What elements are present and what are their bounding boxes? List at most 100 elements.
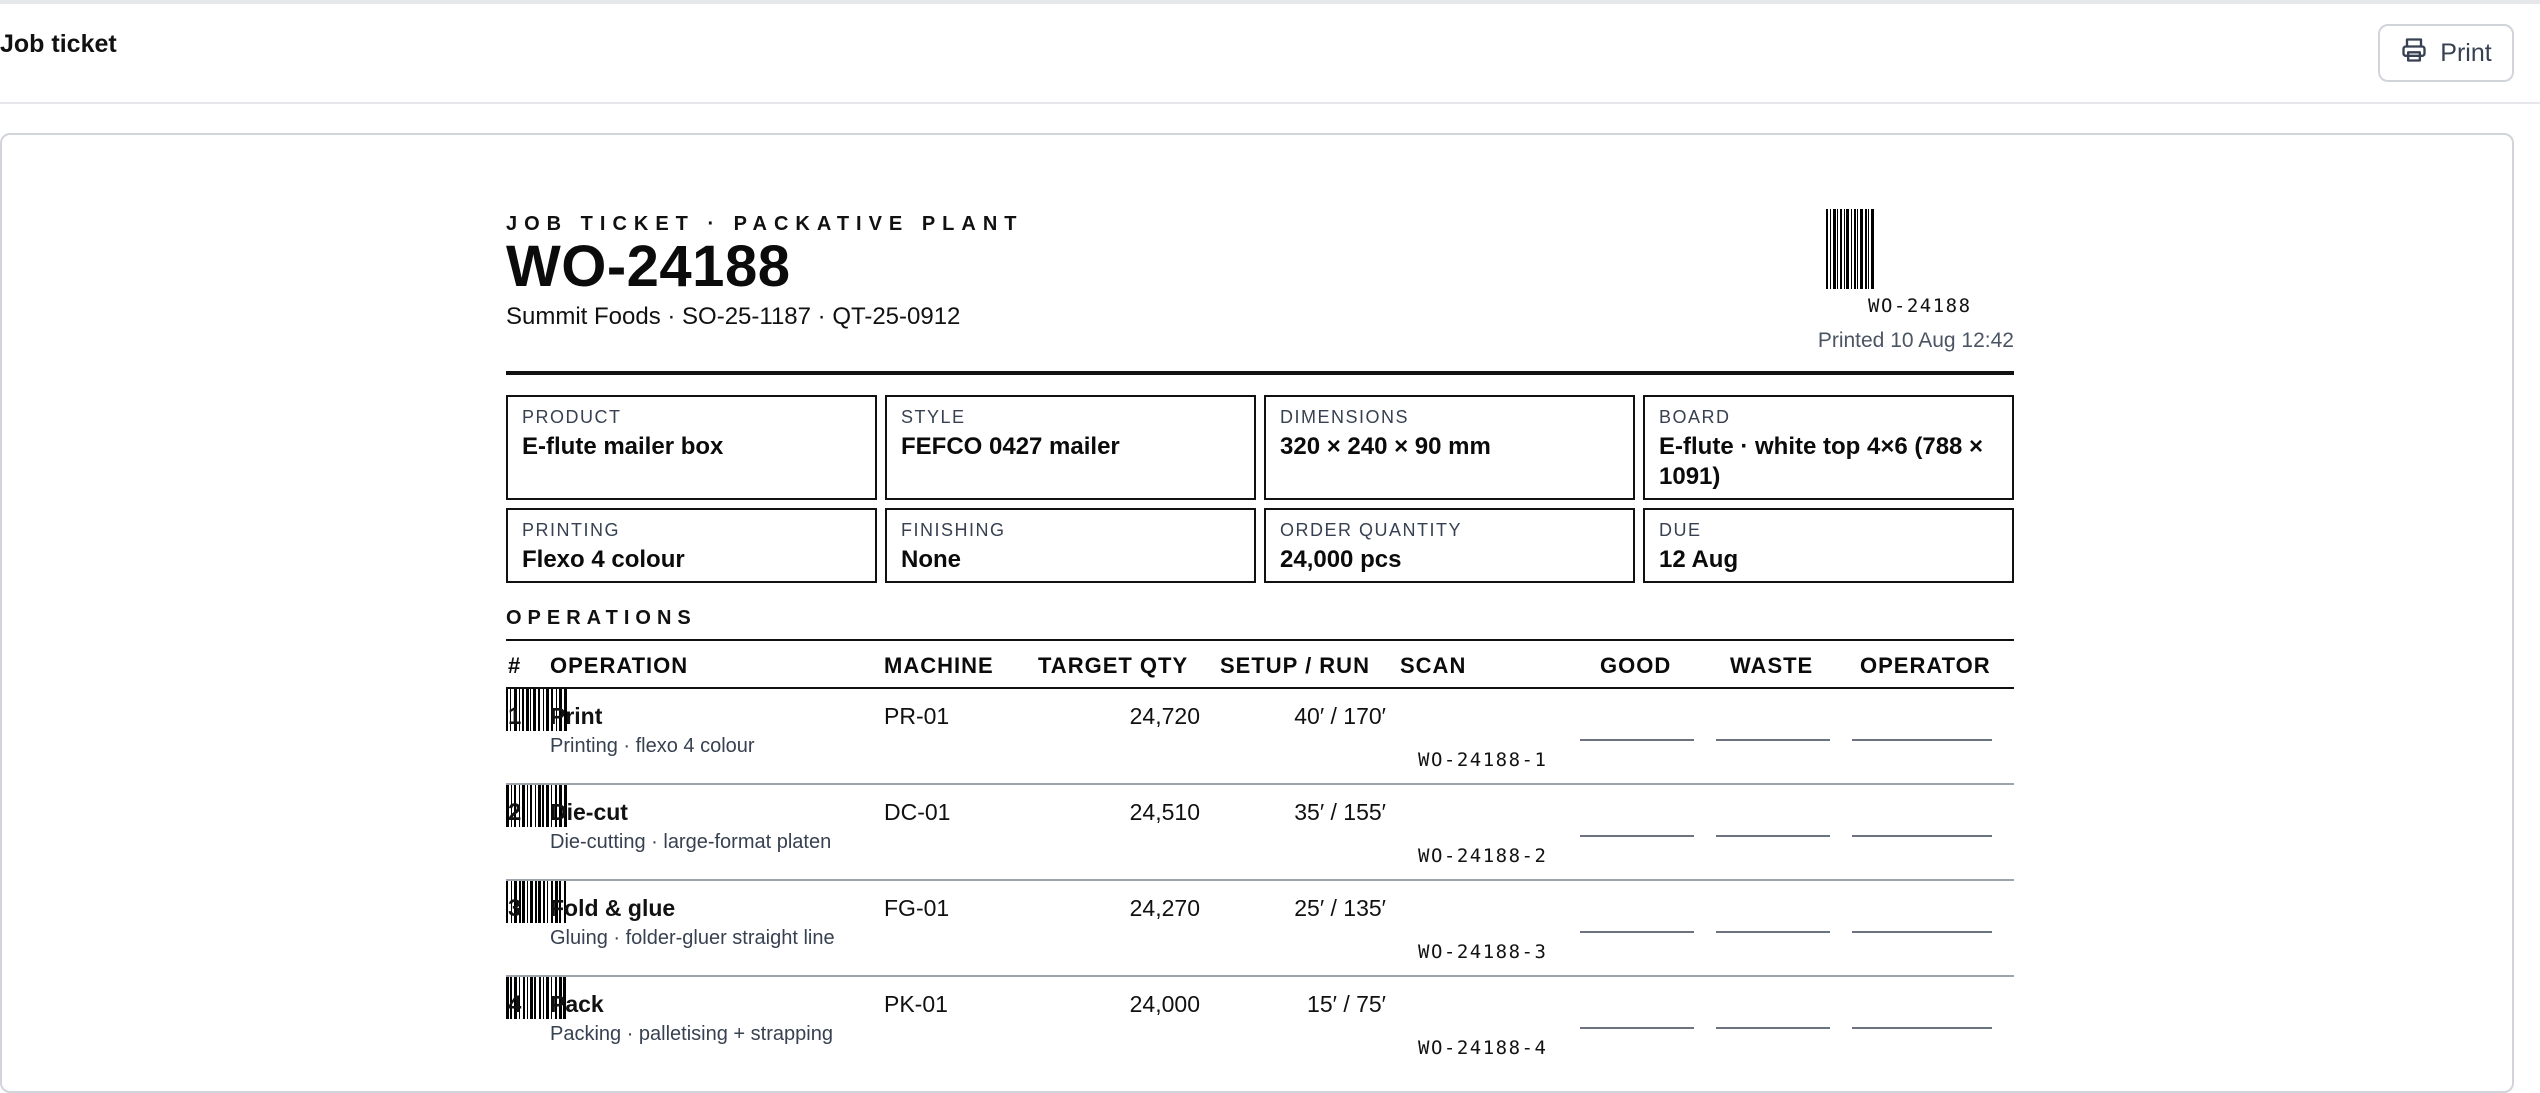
spec-label: PRINTING [522,520,621,540]
spec-value: E-flute · white top 4×6 (788 × 1091) [1659,433,1984,490]
order-references: Summit Foods · SO-25-1187 · QT-25-0912 [506,303,961,330]
operation-barcode [506,689,567,731]
column-header-num: # [508,653,522,678]
operation-barcode-label: WO-24188-3 [1418,941,1548,963]
column-header-setup-run: SETUP / RUN [1220,653,1370,678]
operation-setup-run: 40′ / 170′ [1294,703,1386,729]
spec-label: STYLE [901,407,966,427]
operations-title: OPERATIONS [506,607,697,629]
barcode-label: WO-24188 [1868,295,1972,317]
spec-label: BOARD [1659,407,1731,427]
operation-number: 2 [508,799,522,826]
header-divider [506,371,2014,375]
operation-target-qty: 24,510 [1129,799,1200,825]
operations-top-rule [506,639,2014,641]
column-header-machine: MACHINE [884,653,994,678]
table-row: 2 Die-cut Die-cutting · large-format pla… [506,785,2014,881]
table-row: 1 Print Printing · flexo 4 colour PR-01 … [506,689,2014,785]
spec-due: DUE 12 Aug [1643,508,2014,583]
spec-value: 12 Aug [1659,546,1739,573]
job-ticket-sheet: JOB TICKET · PACKATIVE PLANT WO-24188 Su… [0,133,2514,1093]
operation-target-qty: 24,270 [1129,895,1200,921]
print-button-label: Print [2440,38,2492,67]
operation-description: Gluing · folder-gluer straight line [550,927,835,949]
operator-blank [1852,931,1992,933]
operation-name: Die-cut [550,799,628,825]
ticket-kicker: JOB TICKET · PACKATIVE PLANT [506,213,1024,235]
operation-number: 4 [508,991,522,1018]
spec-value: 320 × 240 × 90 mm [1280,433,1491,460]
operator-blank [1852,1027,1992,1029]
printed-timestamp: Printed 10 Aug 12:42 [1817,329,2014,352]
table-row: 4 Pack Packing · palletising + strapping… [506,977,2014,1073]
operation-description: Die-cutting · large-format platen [550,831,832,853]
operator-blank [1852,835,1992,837]
operation-machine: PR-01 [884,703,950,729]
operation-description: Packing · palletising + strapping [550,1023,833,1045]
spec-label: FINISHING [901,520,1006,540]
operations-header-rule [506,687,2014,689]
operation-machine: FG-01 [884,895,950,921]
operation-barcode-label: WO-24188-2 [1418,845,1548,867]
spec-grid: PRODUCT E-flute mailer box STYLE FEFCO 0… [506,395,2014,583]
spec-value: Flexo 4 colour [522,546,685,573]
print-button[interactable]: Print [2378,24,2514,82]
operation-name: Print [550,703,603,729]
good-qty-blank [1580,835,1694,837]
operation-barcode [506,785,567,827]
spec-label: ORDER QUANTITY [1280,520,1463,540]
operation-setup-run: 25′ / 135′ [1294,895,1386,921]
operation-machine: DC-01 [884,799,951,825]
work-order-barcode [1826,209,1874,289]
spec-label: PRODUCT [522,407,622,427]
page-title: Job ticket [0,30,117,58]
spec-order-quantity: ORDER QUANTITY 24,000 pcs [1264,508,1635,583]
waste-qty-blank [1716,1027,1830,1029]
waste-qty-blank [1716,739,1830,741]
spec-label: DUE [1659,520,1702,540]
good-qty-blank [1580,931,1694,933]
operation-target-qty: 24,000 [1129,991,1200,1017]
spec-label: DIMENSIONS [1280,407,1410,427]
column-header-operator: OPERATOR [1860,653,1991,678]
operation-name: Fold & glue [550,895,676,921]
spec-dimensions: DIMENSIONS 320 × 240 × 90 mm [1264,395,1635,500]
printer-icon [2400,36,2428,71]
spec-value: 24,000 pcs [1280,546,1402,573]
operation-setup-run: 15′ / 75′ [1307,991,1386,1017]
operations-header-row: # OPERATION MACHINE TARGET QTY SETUP / R… [506,641,2014,689]
spec-value: E-flute mailer box [522,433,724,460]
operator-blank [1852,739,1992,741]
work-order-number: WO-24188 [506,234,791,299]
good-qty-blank [1580,739,1694,741]
spec-board: BOARD E-flute · white top 4×6 (788 × 109… [1643,395,2014,500]
table-row: 3 Fold & glue Gluing · folder-gluer stra… [506,881,2014,977]
operation-machine: PK-01 [884,991,948,1017]
column-header-target-qty: TARGET QTY [1038,653,1189,678]
waste-qty-blank [1716,835,1830,837]
operation-name: Pack [550,991,604,1017]
spec-style: STYLE FEFCO 0427 mailer [885,395,1256,500]
spec-product: PRODUCT E-flute mailer box [506,395,877,500]
spec-value: FEFCO 0427 mailer [901,433,1120,460]
operation-barcode [506,881,566,923]
operation-barcode [506,977,566,1019]
good-qty-blank [1580,1027,1694,1029]
waste-qty-blank [1716,931,1830,933]
operation-description: Printing · flexo 4 colour [550,735,755,757]
operation-setup-run: 35′ / 155′ [1294,799,1386,825]
spec-printing: PRINTING Flexo 4 colour [506,508,877,583]
spec-finishing: FINISHING None [885,508,1256,583]
column-header-scan: SCAN [1400,653,1467,678]
operation-barcode-label: WO-24188-1 [1418,749,1548,771]
operation-number: 1 [508,703,522,730]
operation-target-qty: 24,720 [1129,703,1200,729]
top-bar: Job ticket Print [0,4,2540,104]
operation-number: 3 [508,895,522,922]
window-top-edge [0,0,2540,4]
spec-value: None [901,546,961,573]
operation-barcode-label: WO-24188-4 [1418,1037,1548,1059]
column-header-operation: OPERATION [550,653,689,678]
column-header-waste: WASTE [1730,653,1814,678]
column-header-good: GOOD [1600,653,1672,678]
